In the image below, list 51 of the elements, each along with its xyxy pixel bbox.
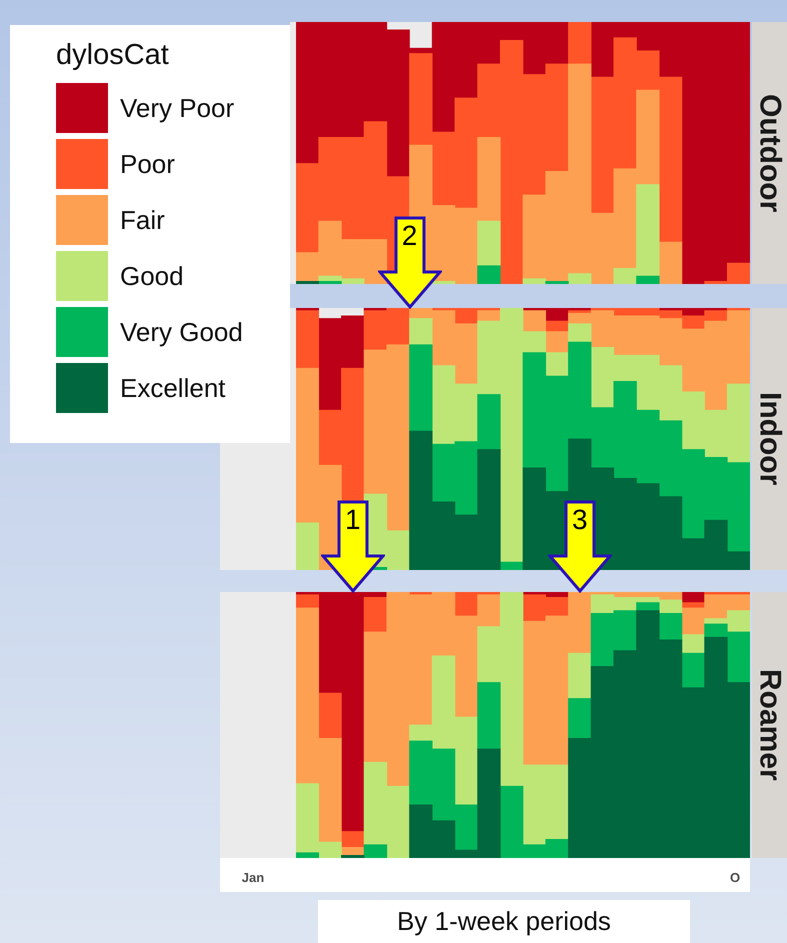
text: Roamer [752,669,786,781]
bar [341,855,364,858]
bar [341,831,364,848]
bar [522,310,546,332]
bar [545,352,569,376]
bar [477,265,501,284]
legend-label: Fair [120,204,165,236]
legend-label: Poor [120,148,175,180]
bar [432,281,456,284]
bar [296,594,320,608]
text: Outdoor [752,94,786,212]
text: O [728,870,742,885]
bar [477,682,501,750]
bar [477,220,501,266]
bar [568,22,592,64]
bar [409,318,433,346]
bar [568,698,592,739]
annotation: 2 [400,220,418,252]
legend-label: Good [120,260,184,292]
bar [318,281,342,284]
bar [296,852,320,858]
bar [545,281,569,284]
bar [682,634,705,654]
legend-label: Very Good [120,316,243,348]
bar [318,692,342,739]
bar [682,592,705,603]
bar [522,278,546,284]
bar [409,344,433,432]
bar [636,602,660,611]
bar [364,844,388,858]
bar [296,310,320,369]
bar [636,276,660,284]
bar [296,522,320,570]
bar [364,596,388,632]
annotation: 3 [570,504,589,536]
text: By 1-week periods [318,900,690,943]
bar [296,281,320,284]
text: Jan [240,870,266,885]
bar [568,273,592,284]
bar [500,562,524,570]
bar [682,652,705,688]
bar [658,612,682,640]
legend-title: dylosCat [56,39,170,72]
legend-label: Very Poor [120,92,234,124]
bar [568,323,592,342]
text: Indoor [752,392,786,486]
bar [658,242,682,284]
bar [568,652,592,699]
bar [477,310,501,322]
annotation: 1 [344,504,362,536]
legend-label: Excellent [120,372,226,404]
